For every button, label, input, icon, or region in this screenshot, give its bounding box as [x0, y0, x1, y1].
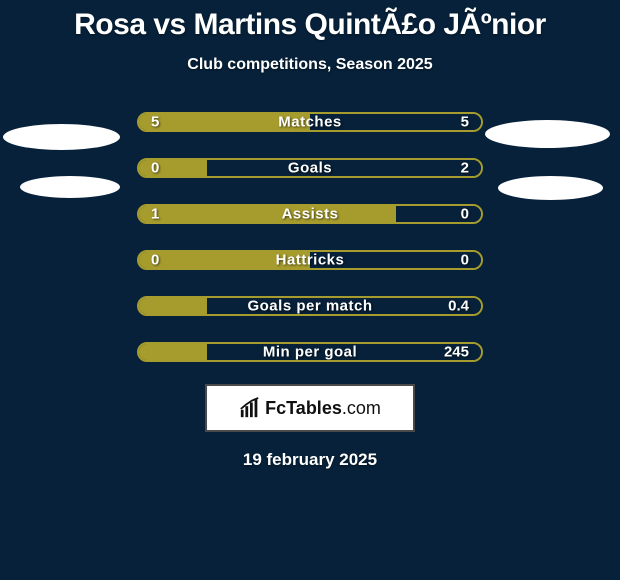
- stat-row-1: Goals02: [0, 158, 620, 178]
- stat-row-4: Goals per match0.4: [0, 296, 620, 316]
- date-label: 19 february 2025: [243, 450, 377, 470]
- stat-bar-left: [139, 344, 207, 360]
- stat-bar: Matches55: [137, 112, 483, 132]
- stat-row-3: Hattricks00: [0, 250, 620, 270]
- logo-text: FcTables.com: [265, 398, 381, 419]
- stat-bar-right: [396, 206, 482, 222]
- stat-bar-right: [207, 160, 481, 176]
- stat-bar: Hattricks00: [137, 250, 483, 270]
- avatar-ellipse-1: [20, 176, 120, 198]
- stat-bar-left: [139, 114, 310, 130]
- stat-bar-left: [139, 252, 310, 268]
- stat-bar-right: [310, 114, 481, 130]
- logo-text-bold: FcTables: [265, 398, 342, 418]
- stat-row-0: Matches55: [0, 112, 620, 132]
- stat-bar-left: [139, 206, 396, 222]
- stat-bar-left: [139, 160, 207, 176]
- stat-bar: Goals per match0.4: [137, 296, 483, 316]
- stat-bar-right: [310, 252, 481, 268]
- stat-row-2: Assists10: [0, 204, 620, 224]
- stat-bar: Assists10: [137, 204, 483, 224]
- stat-bar-left: [139, 298, 207, 314]
- stats-list: Matches55 Goals02 Assists10 Hattricks00 Goal…: [0, 112, 620, 362]
- logo-text-light: .com: [342, 398, 381, 418]
- avatar-ellipse-3: [498, 176, 603, 200]
- stat-row-5: Min per goal245: [0, 342, 620, 362]
- comparison-card: Rosa vs Martins QuintÃ£o JÃºnior Club co…: [0, 0, 620, 580]
- subtitle: Club competitions, Season 2025: [187, 56, 432, 74]
- stat-bar: Goals02: [137, 158, 483, 178]
- chart-icon: [239, 397, 261, 419]
- stat-bar-right: [207, 298, 481, 314]
- fctables-logo[interactable]: FcTables.com: [205, 384, 415, 432]
- stat-bar: Min per goal245: [137, 342, 483, 362]
- stat-bar-right: [207, 344, 481, 360]
- page-title: Rosa vs Martins QuintÃ£o JÃºnior: [74, 8, 546, 42]
